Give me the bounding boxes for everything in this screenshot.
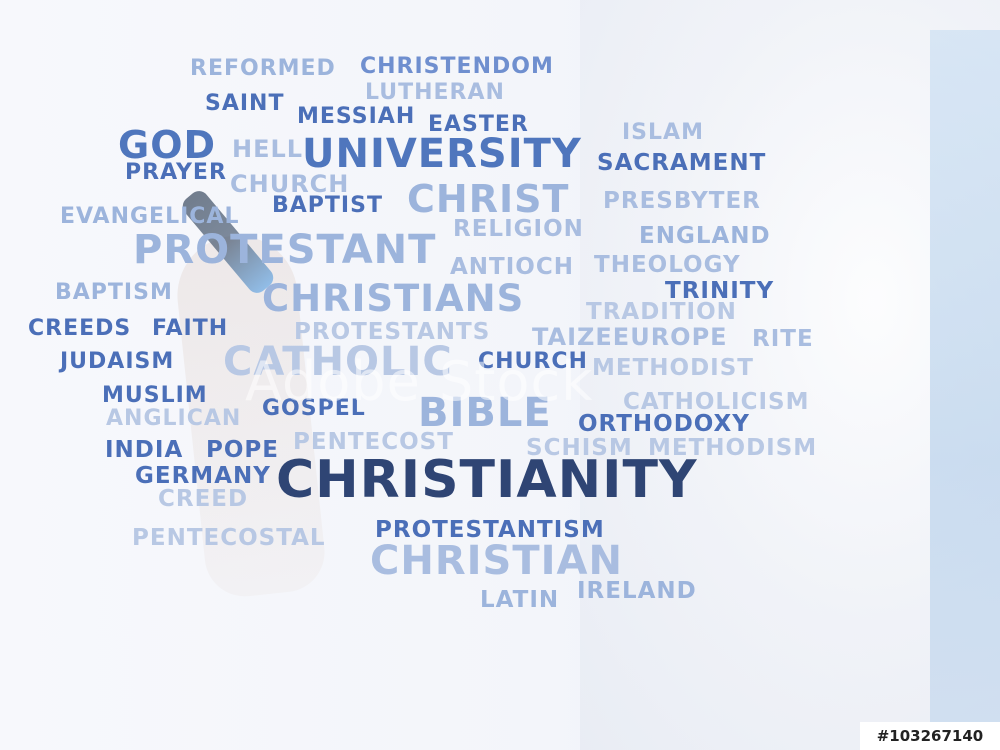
word-cloud-term: MESSIAH (297, 104, 416, 129)
word-cloud-term: METHODIST (592, 355, 754, 381)
word-cloud-term: PRESBYTER (603, 188, 761, 214)
tie-background (930, 30, 1000, 750)
word-cloud-term: EASTER (428, 112, 529, 137)
word-cloud-term: CHURCH (478, 349, 588, 374)
word-cloud-term: TAIZEEUROPE (532, 323, 728, 351)
word-cloud-term: TRINITY (665, 278, 775, 304)
word-cloud-term: ANGLICAN (106, 406, 242, 431)
word-cloud-term: PROTESTANTISM (375, 517, 605, 543)
word-cloud-term: THEOLOGY (594, 252, 741, 278)
word-cloud-term: CATHOLICISM (623, 389, 810, 415)
word-cloud-term: JUDAISM (60, 349, 175, 374)
word-cloud-term: LATIN (480, 587, 560, 613)
word-cloud-term: GERMANY (135, 463, 271, 489)
word-cloud-term: CATHOLIC (223, 339, 453, 385)
word-cloud-term: BAPTISM (55, 280, 173, 305)
word-cloud-term: CHRISTIAN (370, 538, 623, 584)
word-cloud-term: PENTECOST (293, 429, 454, 455)
word-cloud-term: CHURCH (230, 170, 350, 198)
word-cloud-term: REFORMED (190, 56, 336, 81)
word-cloud-term: SACRAMENT (597, 150, 767, 176)
word-cloud-term: METHODISM (648, 435, 818, 461)
word-cloud-term: INDIA (105, 437, 184, 463)
word-cloud-term: CHRISTENDOM (360, 54, 554, 79)
word-cloud-term: CHRISTIANITY (276, 450, 698, 510)
word-cloud-term: PRAYER (125, 160, 227, 185)
word-cloud-term: SAINT (205, 91, 285, 116)
word-cloud-term: GOSPEL (262, 396, 366, 421)
word-cloud-term: SCHISM (526, 435, 633, 461)
word-cloud-term: MUSLIM (102, 383, 208, 408)
word-cloud-term: IRELAND (577, 578, 697, 604)
word-cloud-term: CHRIST (407, 177, 570, 221)
word-cloud-term: LUTHERAN (365, 80, 505, 105)
word-cloud-term: ANTIOCH (450, 254, 574, 280)
word-cloud-term: CREEDS (28, 316, 132, 341)
word-cloud-term: GOD (118, 123, 217, 167)
word-cloud-term: CREED (158, 486, 249, 512)
word-cloud-term: PENTECOSTAL (132, 525, 326, 551)
word-cloud-term: RITE (752, 326, 814, 352)
word-cloud-term: ISLAM (622, 120, 704, 145)
word-cloud-term: BAPTIST (272, 193, 383, 218)
word-cloud-term: TRADITION (586, 299, 737, 325)
stock-watermark: Adobe Stock (245, 350, 594, 413)
word-cloud-term: FAITH (152, 316, 229, 341)
word-cloud-term: ORTHODOXY (578, 411, 750, 437)
word-cloud-term: ENGLAND (639, 223, 771, 249)
word-cloud-term: RELIGION (453, 216, 584, 242)
word-cloud-term: PROTESTANT (133, 227, 437, 273)
word-cloud-term: POPE (206, 437, 279, 463)
word-cloud-term: EVANGELICAL (60, 204, 240, 229)
word-cloud-term: UNIVERSITY (302, 131, 582, 177)
stock-id-badge: #103267140 (860, 722, 1000, 750)
word-cloud-term: HELL (232, 135, 304, 163)
word-cloud-term: CHRISTIANS (262, 277, 525, 320)
word-cloud-term: BIBLE (418, 390, 552, 436)
word-cloud-term: PROTESTANTS (294, 319, 491, 345)
